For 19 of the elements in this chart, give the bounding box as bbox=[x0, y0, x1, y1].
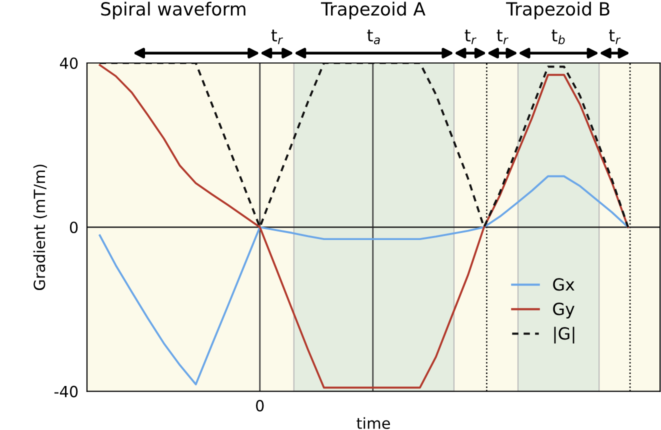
line-series bbox=[98, 175, 630, 386]
x-axis-title: time bbox=[356, 417, 390, 430]
text: Trapezoid A bbox=[320, 2, 426, 20]
legend-label: Gx bbox=[553, 278, 574, 291]
y-axis-title: Gradient (mT/m) bbox=[33, 164, 47, 290]
text: t$_{r}$ bbox=[609, 30, 621, 44]
line-series bbox=[98, 64, 630, 389]
text: Trapezoid B bbox=[506, 2, 610, 20]
y-tick-label: -40 bbox=[54, 386, 78, 398]
y-tick-label: 40 bbox=[60, 57, 78, 70]
text: t$_{r}$ bbox=[496, 30, 508, 44]
legend-label: |G| bbox=[554, 326, 574, 344]
legend-label: Gy bbox=[553, 302, 574, 318]
y-tick-label: 0 bbox=[70, 222, 78, 234]
text: t$_{a}$ bbox=[367, 30, 380, 44]
text: t$_{r}$ bbox=[464, 30, 476, 44]
text: Spiral waveform bbox=[101, 2, 246, 20]
text: t$_{r}$ bbox=[271, 30, 283, 44]
text: t$_{b}$ bbox=[552, 30, 565, 44]
